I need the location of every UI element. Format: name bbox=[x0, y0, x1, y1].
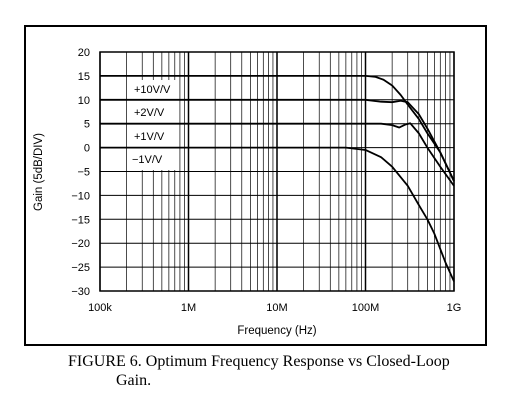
y-axis-title: Gain (5dB/DIV) bbox=[33, 133, 45, 211]
figure-caption: FIGURE 6. Optimum Frequency Response vs … bbox=[68, 352, 488, 390]
y-tick-labels: 20 15 10 5 0 −5 −10 −15 −20 −25 −30 bbox=[71, 47, 90, 298]
series-line-2 bbox=[100, 122, 455, 187]
y-tick-label: −20 bbox=[71, 238, 90, 250]
legend-label-2vv: +2V/V bbox=[134, 107, 165, 119]
chart-frame bbox=[24, 25, 487, 346]
x-tick-label: 10M bbox=[266, 302, 287, 314]
legend-label-neg1vv: −1V/V bbox=[132, 154, 163, 166]
legend-box bbox=[127, 80, 177, 170]
x-tick-labels: 100k 1M 10M 100M 1G bbox=[88, 302, 461, 314]
x-tick-label: 1M bbox=[181, 302, 196, 314]
caption-line-2: Gain. bbox=[116, 372, 152, 389]
y-tick-label: 0 bbox=[84, 143, 90, 155]
y-tick-label: −5 bbox=[77, 167, 90, 179]
y-tick-label: −15 bbox=[71, 214, 90, 226]
y-tick-label: 10 bbox=[78, 95, 90, 107]
x-tick-label: 1G bbox=[447, 302, 462, 314]
plot-border bbox=[99, 51, 455, 292]
x-tick-label: 100k bbox=[88, 302, 112, 314]
y-tick-label: 5 bbox=[84, 119, 90, 131]
y-tick-label: −25 bbox=[71, 262, 90, 274]
y-tick-label: 20 bbox=[78, 47, 90, 59]
series-lines bbox=[100, 75, 455, 282]
y-tick-label: −30 bbox=[71, 286, 90, 298]
x-tick-label: 100M bbox=[352, 302, 380, 314]
legend: +10V/V +2V/V +1V/V −1V/V bbox=[127, 80, 177, 170]
series-line-3 bbox=[100, 146, 455, 282]
y-tick-label: 15 bbox=[78, 71, 90, 83]
series-line-1 bbox=[100, 98, 455, 182]
series-line-0 bbox=[100, 75, 455, 182]
y-tick-label: −10 bbox=[71, 190, 90, 202]
legend-label-10vv: +10V/V bbox=[134, 84, 171, 96]
x-axis-title: Frequency (Hz) bbox=[237, 325, 316, 337]
caption-line-1: FIGURE 6. Optimum Frequency Response vs … bbox=[68, 353, 450, 370]
legend-label-1vv: +1V/V bbox=[134, 131, 165, 143]
